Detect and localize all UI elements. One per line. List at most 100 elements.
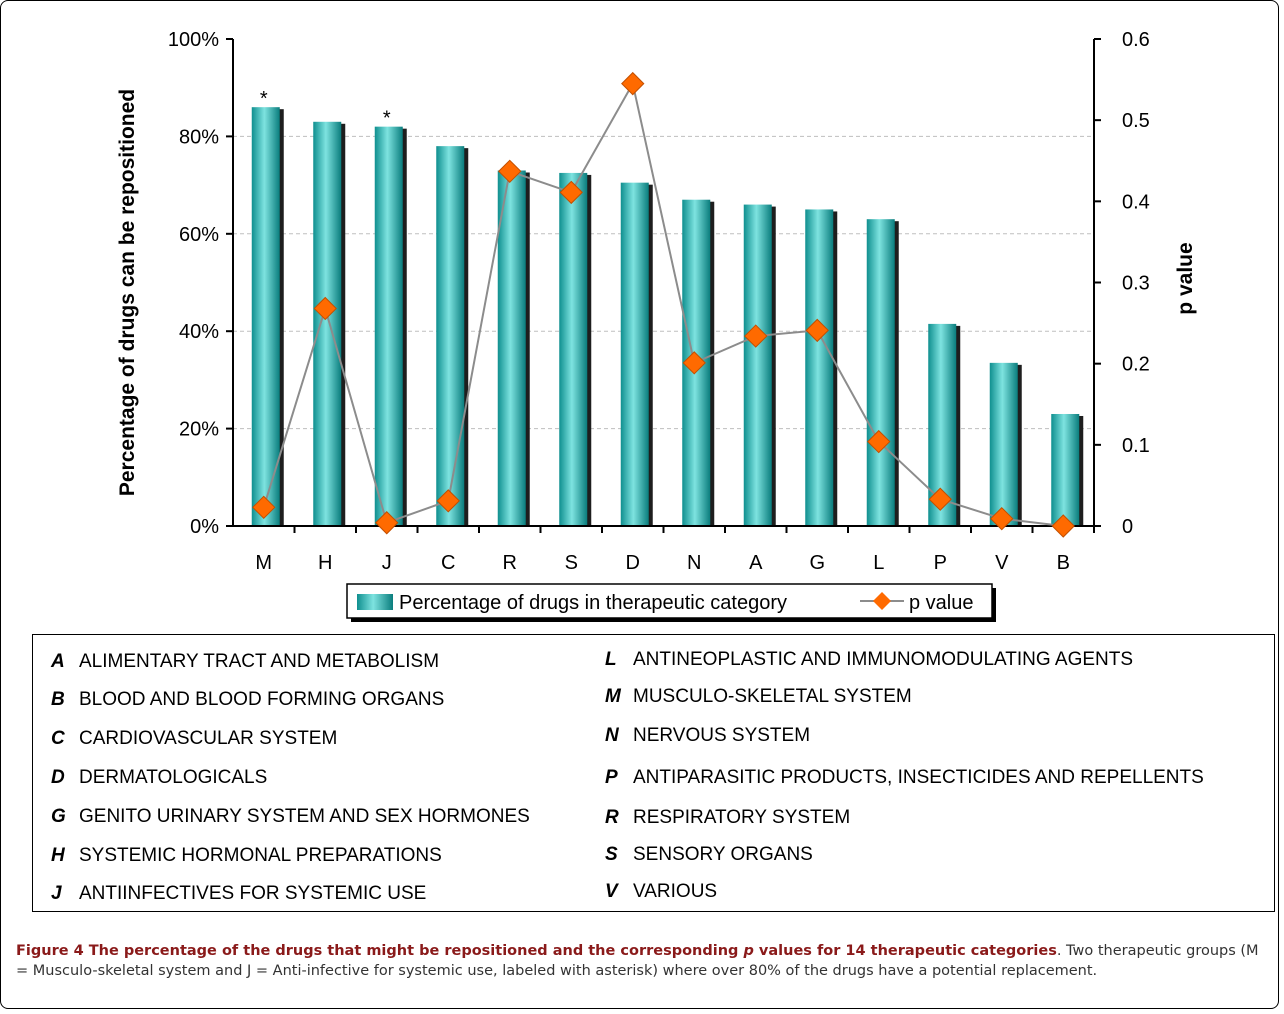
right-tick-label: 0 [1122,516,1133,538]
category-item-N: N NERVOUS SYSTEM [605,725,810,747]
right-tick-label: 0.5 [1122,110,1150,132]
right-tick-label: 0.4 [1122,191,1150,213]
bar-J [374,126,403,526]
category-code: B [51,689,65,710]
axes [226,38,1101,533]
bar-M [251,107,280,527]
x-tick-label-N: N [687,552,701,574]
legend-diamond-marker [873,592,891,610]
legend-bar-label: Percentage of drugs in therapeutic categ… [399,592,787,614]
labels: 0% 20% 40% 60% 80% 100% 0 0.1 0.2 0.3 0.4 0.5 0.6 M H J… [116,29,1197,574]
category-name: BLOOD AND BLOOD FORMING ORGANS [79,689,445,710]
category-name: DERMATOLOGICALS [79,767,268,788]
category-code: J [51,883,62,904]
right-axis-title: p value [1174,242,1197,314]
category-item-C: C CARDIOVASCULAR SYSTEM [51,728,337,750]
p-value-point-V [990,506,1014,531]
left-tick-label: 0% [190,516,219,538]
category-code: M [605,686,621,707]
left-tick-label: 60% [179,224,219,246]
left-axis-title: Percentage of drugs can be repositioned [116,89,139,496]
category-item-H: H SYSTEMIC HORMONAL PREPARATIONS [51,845,442,867]
category-name: ALIMENTARY TRACT AND METABOLISM [79,651,440,672]
category-code: H [51,845,65,866]
legend-bar-swatch [357,594,393,610]
legend-line-label: p value [909,592,974,614]
category-code: C [51,728,65,749]
category-name: SYSTEMIC HORMONAL PREPARATIONS [79,845,442,866]
category-legend-box: A ALIMENTARY TRACT AND METABOLISM B BLOOD A… [32,634,1275,912]
bar-A [743,204,772,526]
bar-R [497,170,526,527]
p-value-point-L [867,429,891,454]
category-name: MUSCULO-SKELETAL SYSTEM [633,686,912,707]
x-tick-label-S: S [565,552,578,574]
p-value-point-C [436,489,460,513]
chart: 0% 20% 40% 60% 80% 100% 0 0.1 0.2 0.3 0.4 0.5 0.6 M H J… [116,29,1197,622]
left-tick-label: 40% [179,321,219,343]
bar-S [559,172,588,527]
p-value-point-R [498,159,522,184]
category-name: GENITO URINARY SYSTEM AND SEX HORMONES [79,806,530,827]
bar-H [313,121,342,526]
bars [251,107,1084,527]
x-tick-label-H: H [318,552,332,574]
left-tick-label: 100% [168,29,219,51]
category-code: S [605,844,618,865]
category-name: ANTIINFECTIVES FOR SYSTEMIC USE [79,883,427,904]
category-name: NERVOUS SYSTEM [633,725,811,746]
x-tick-label-L: L [873,552,884,574]
p-value-point-M [252,495,276,520]
p-value-point-H [313,296,337,321]
p-value-point-P [928,487,952,511]
category-name: ANTIPARASITIC PRODUCTS, INSECTICIDES AND… [633,767,1204,788]
category-code: N [605,725,619,746]
x-tick-label-B: B [1057,552,1070,574]
x-tick-label-R: R [503,552,517,574]
x-tick-label-J: J [382,552,392,574]
category-code: L [605,649,617,670]
left-tick-label: 80% [179,126,219,148]
gridlines [233,135,1094,430]
x-tick-label-D: D [626,552,640,574]
category-item-J: J ANTIINFECTIVES FOR SYSTEMIC USE [51,883,426,905]
category-name: RESPIRATORY SYSTEM [633,807,851,828]
category-code: G [51,806,66,827]
category-item-M: M MUSCULO-SKELETAL SYSTEM [605,686,912,708]
category-code: R [605,807,619,828]
p-value-point-J [375,511,399,535]
caption-title-part1: Figure 4 The percentage of the drugs tha… [16,943,744,959]
p-value-polyline [262,80,1064,527]
x-tick-label-M: M [255,552,272,574]
caption-body: . Two therapeutic groups (M = Musculo-sk… [16,943,1259,979]
p-value-point-G [805,318,829,343]
category-item-B: B BLOOD AND BLOOD FORMING ORGANS [51,689,444,711]
category-item-P: P ANTIPARASITIC PRODUCTS, INSECTICIDES AN… [605,767,1204,789]
category-name: VARIOUS [633,881,718,902]
category-name: ANTINEOPLASTIC AND IMMUNOMODULATING AGEN… [633,649,1134,670]
category-item-A: A ALIMENTARY TRACT AND METABOLISM [51,651,439,673]
p-value-point-B [1051,514,1075,538]
x-tick-label-C: C [441,552,455,574]
category-code: P [605,767,618,788]
caption-title-italic: p [743,943,754,959]
category-item-D: D DERMATOLOGICALS [51,767,267,789]
p-value-point-N [682,351,706,375]
x-tick-label-G: G [809,552,825,574]
p-value-point-D [621,71,645,96]
right-tick-label: 0.2 [1122,354,1150,376]
bar-V [989,362,1018,526]
p-value-line [252,71,1075,538]
right-tick-label: 0.6 [1122,29,1150,51]
bar-G [805,209,834,526]
figure-caption: Figure 4 The percentage of the drugs tha… [16,941,1272,981]
category-name: CARDIOVASCULAR SYSTEM [79,728,338,749]
category-code: V [605,881,618,902]
bar-C [436,146,465,526]
category-item-S: S SENSORY ORGANS [605,844,813,866]
p-value-point-S [559,180,583,205]
right-tick-label: 0.1 [1122,435,1150,457]
annotation-asterisk: * [260,88,268,110]
right-tick-label: 0.3 [1122,273,1150,295]
